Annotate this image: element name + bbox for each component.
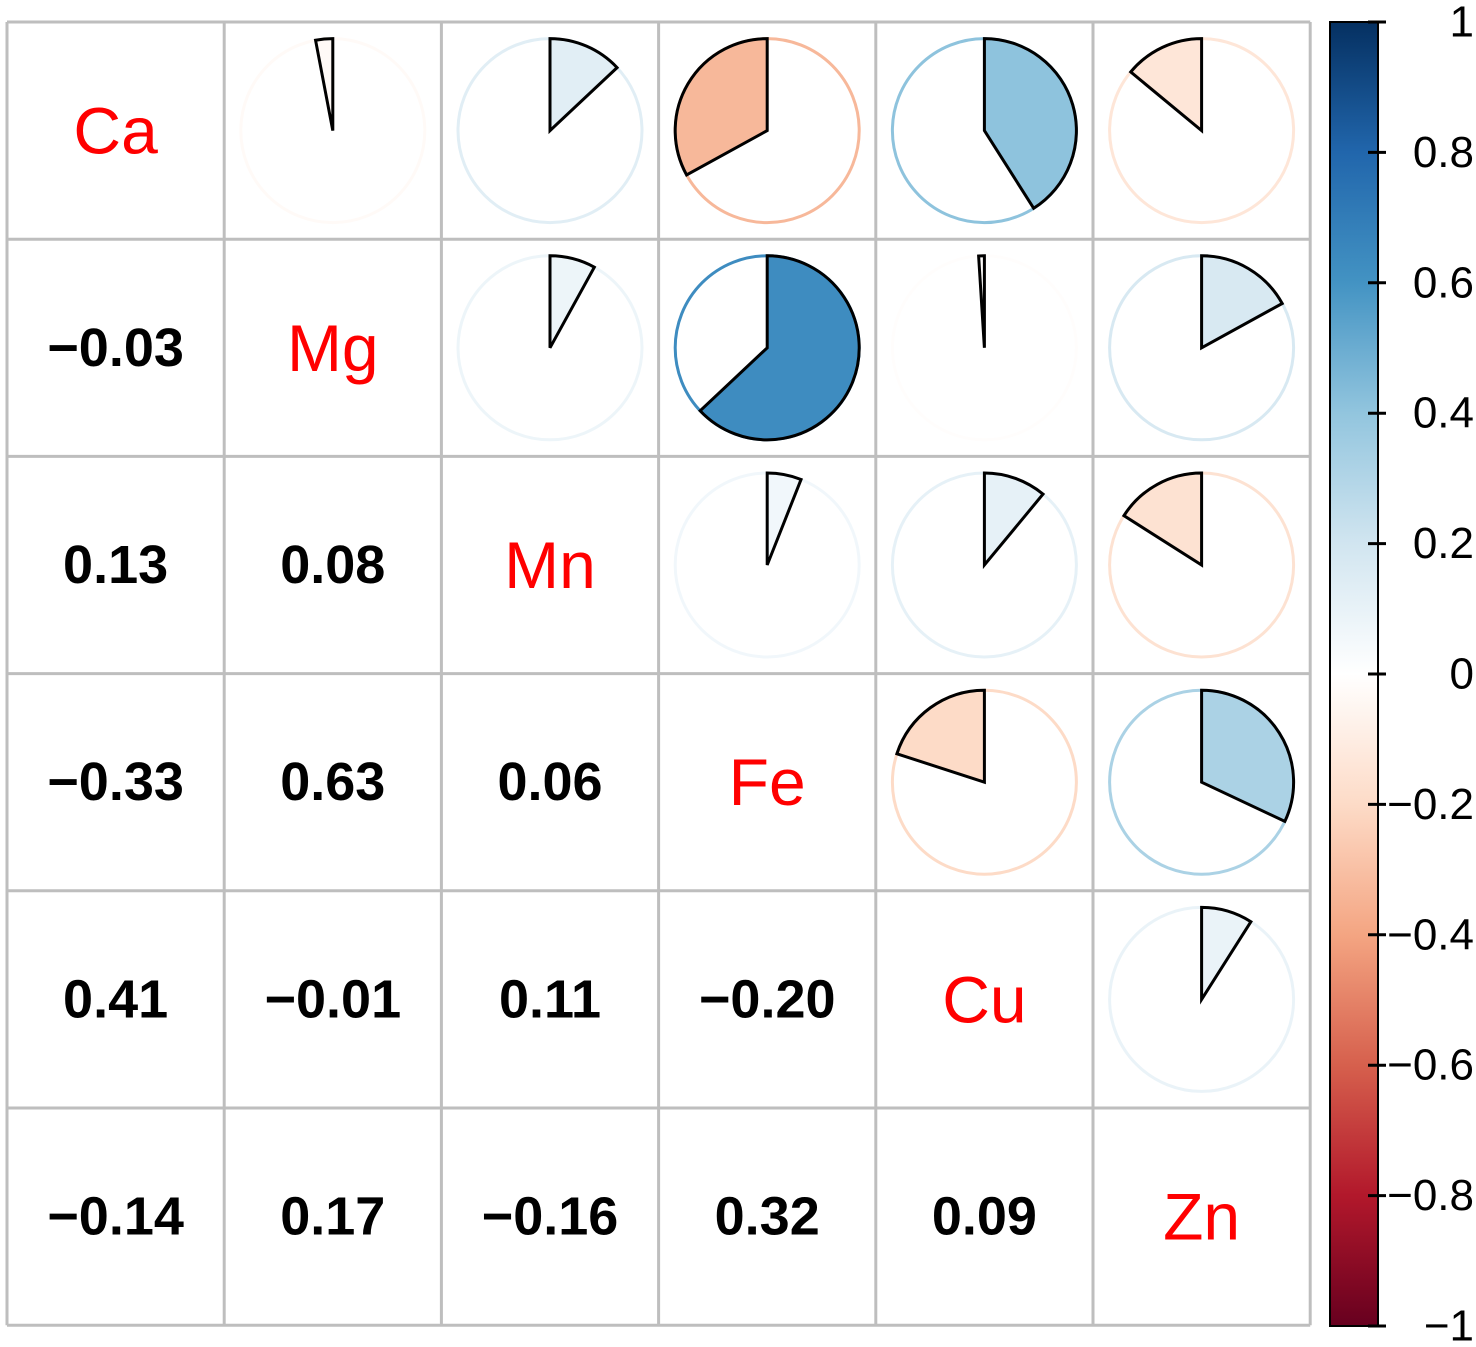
variable-label: Ca	[73, 94, 158, 168]
correlation-value-label: 0.08	[280, 535, 385, 595]
colorbar-tick-label: 0.4	[1413, 389, 1474, 438]
matrix-cell: 0.11	[499, 969, 601, 1029]
pie-slice	[1200, 254, 1285, 351]
pie-slice	[977, 254, 986, 348]
pie-slice	[548, 254, 597, 349]
matrix-cell: Zn	[1163, 1180, 1240, 1254]
pie-slice	[1121, 471, 1204, 568]
matrix-cell: −0.20	[699, 969, 836, 1029]
matrix-cell	[456, 37, 644, 225]
colorbar-tick: −0.2	[1368, 780, 1474, 829]
matrix-cell	[1108, 37, 1296, 225]
matrix-cell	[673, 254, 861, 442]
colorbar-tick-label: 0.6	[1413, 258, 1474, 307]
correlation-value-label: −0.16	[482, 1187, 619, 1247]
correlation-value-label: 0.11	[499, 969, 601, 1029]
matrix-cell	[673, 37, 861, 225]
variable-label: Mn	[504, 528, 596, 602]
matrix-cells: Ca −0.03 Mg 0.13 0.08 Mn −0.33 0.63 0.06 Fe 0.41 −0…	[47, 37, 1296, 1254]
variable-label: Cu	[942, 962, 1026, 1036]
colorbar-tick: 0	[1368, 650, 1474, 699]
matrix-cell	[1108, 905, 1296, 1093]
variable-label: Mg	[287, 311, 379, 385]
matrix-cell: Cu	[942, 962, 1026, 1036]
pie-slice	[765, 471, 804, 566]
colorbar-tick-label: 1	[1450, 0, 1474, 47]
pie-slice	[698, 254, 861, 442]
correlation-value-label: 0.17	[280, 1187, 385, 1247]
pie-slice	[895, 688, 986, 785]
matrix-cell: 0.32	[715, 1187, 820, 1247]
matrix-cell	[890, 254, 1078, 442]
colorbar-tick: 1	[1368, 0, 1474, 47]
correlation-value-label: 0.41	[63, 969, 168, 1029]
pie-slice	[673, 37, 769, 177]
matrix-cell	[890, 37, 1078, 225]
matrix-cell: 0.17	[280, 1187, 385, 1247]
colorbar-tick-label: −0.8	[1387, 1171, 1474, 1220]
matrix-cell: −0.14	[47, 1187, 184, 1247]
correlation-value-label: 0.09	[932, 1187, 1037, 1247]
matrix-cell	[1108, 254, 1296, 442]
colorbar-tick: 0.4	[1368, 389, 1474, 438]
matrix-cell: Mn	[504, 528, 596, 602]
colorbar-tick-label: −0.6	[1387, 1041, 1474, 1090]
colorbar-tick: −0.6	[1368, 1041, 1474, 1090]
correlation-value-label: −0.14	[47, 1187, 184, 1247]
matrix-cell: 0.08	[280, 535, 385, 595]
matrix-cell: Fe	[729, 745, 806, 819]
matrix-cell	[890, 688, 1078, 876]
correlation-value-label: 0.63	[280, 752, 385, 812]
colorbar-tick-label: 0.8	[1413, 128, 1474, 177]
pie-slice	[313, 37, 335, 131]
pie-slice	[1200, 688, 1296, 824]
matrix-cell	[890, 471, 1078, 659]
matrix-cell: Ca	[73, 94, 158, 168]
matrix-cell: 0.06	[497, 752, 602, 812]
correlation-value-label: 0.13	[63, 535, 168, 595]
colorbar-tick: 0.8	[1368, 128, 1474, 177]
colorbar-tick: 0.6	[1368, 258, 1474, 307]
matrix-grid	[5, 20, 1312, 1327]
matrix-cell: 0.41	[63, 969, 168, 1029]
pie-slice	[982, 37, 1078, 211]
matrix-cell: −0.03	[47, 318, 184, 378]
matrix-cell: 0.63	[280, 752, 385, 812]
pie-slice	[982, 471, 1046, 570]
pie-slice	[548, 37, 620, 135]
colorbar-tick-label: −0.2	[1387, 780, 1474, 829]
matrix-cell: −0.33	[47, 752, 184, 812]
matrix-cell	[1108, 471, 1296, 659]
colorbar-tick-label: −0.4	[1387, 910, 1474, 959]
variable-label: Fe	[729, 745, 806, 819]
pie-slice	[1200, 905, 1253, 1005]
matrix-cell	[239, 37, 427, 225]
colorbar-tick-label: 0	[1450, 650, 1474, 699]
matrix-cell: −0.01	[264, 969, 401, 1029]
correlation-value-label: 0.06	[497, 752, 602, 812]
colorbar-tick: 0.2	[1368, 519, 1474, 568]
matrix-cell: Mg	[287, 311, 379, 385]
matrix-cell	[673, 471, 861, 659]
matrix-cell	[456, 254, 644, 442]
matrix-cell	[1108, 688, 1296, 876]
colorbar-tick: −0.4	[1368, 910, 1474, 959]
correlation-value-label: −0.03	[47, 318, 184, 378]
colorbar-tick-label: 0.2	[1413, 519, 1474, 568]
variable-label: Zn	[1163, 1180, 1240, 1254]
correlation-value-label: 0.32	[715, 1187, 820, 1247]
matrix-cell: 0.09	[932, 1187, 1037, 1247]
correlation-value-label: −0.33	[47, 752, 184, 812]
matrix-cell: 0.13	[63, 535, 168, 595]
correlation-value-label: −0.01	[264, 969, 401, 1029]
pie-slice	[1128, 37, 1204, 134]
colorbar-tick: −0.8	[1368, 1171, 1474, 1220]
correlation-value-label: −0.20	[699, 969, 836, 1029]
matrix-cell: −0.16	[482, 1187, 619, 1247]
colorbar-tick: −1	[1368, 1302, 1474, 1347]
colorbar: 1 0.8 0.6 0.4 0.2 0 −0.2 −0.4 −0.6 −0.8 −1	[1329, 0, 1474, 1347]
colorbar-tick-label: −1	[1424, 1302, 1474, 1347]
